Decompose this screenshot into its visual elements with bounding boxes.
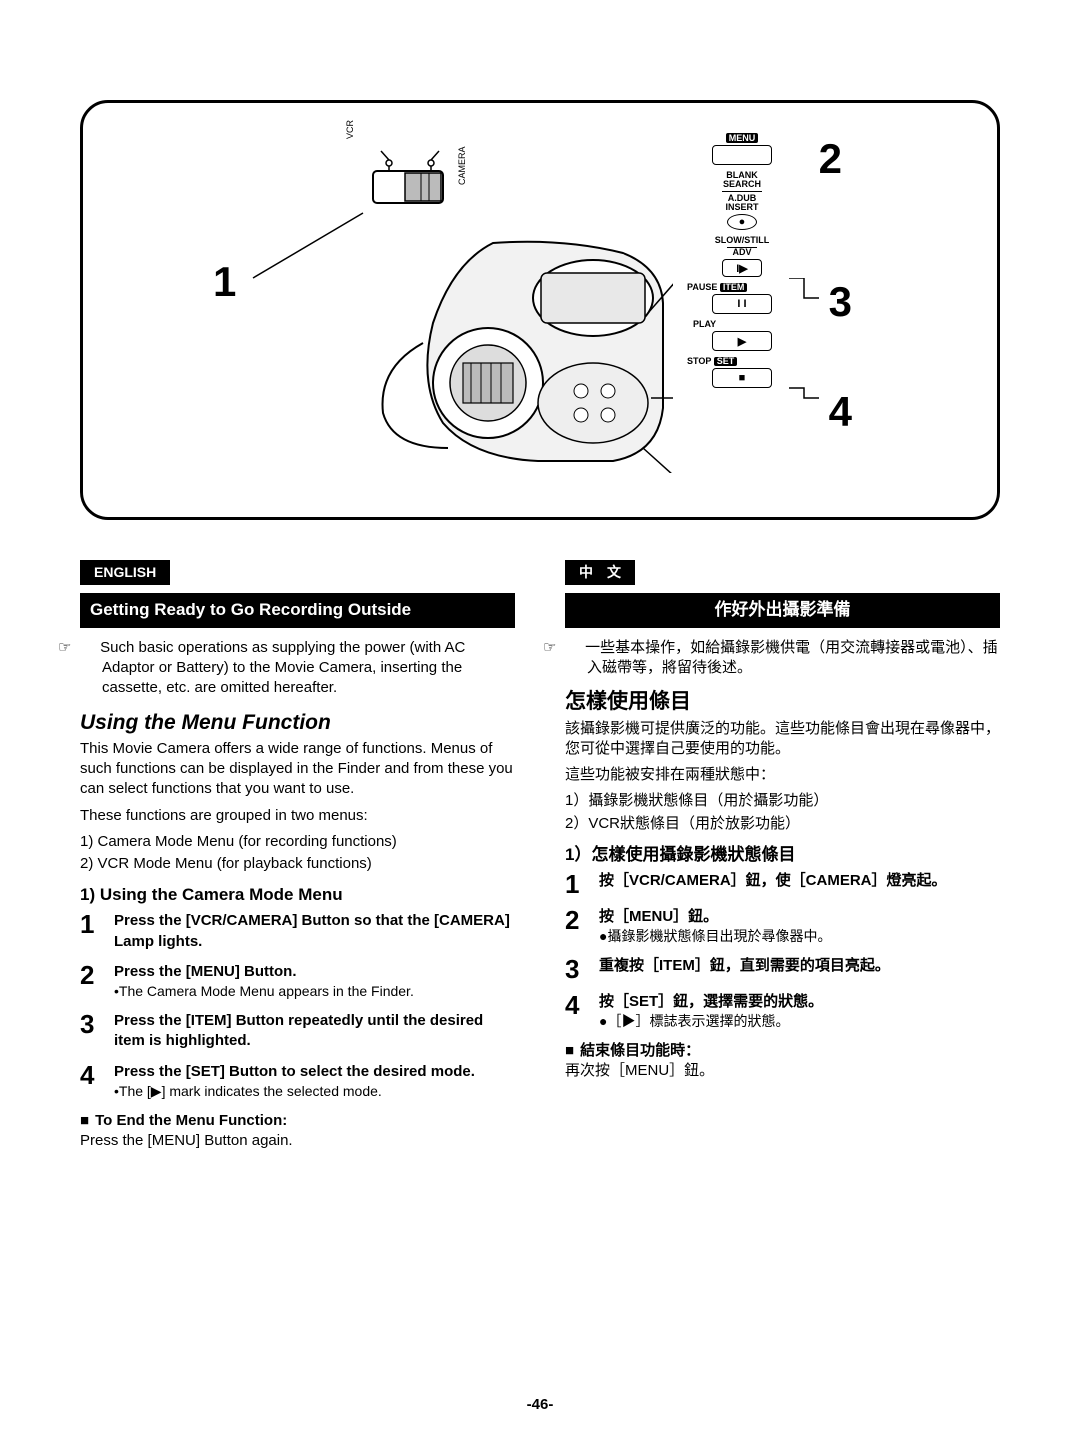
item-badge: ITEM	[720, 283, 748, 292]
english-menu-modes: 1) Camera Mode Menu (for recording funct…	[80, 832, 515, 875]
step-number: 4	[565, 992, 599, 1031]
english-column: ENGLISH Getting Ready to Go Recording Ou…	[80, 560, 515, 1151]
step-number: 4	[80, 1062, 114, 1101]
chinese-intro: ☞ 一些基本操作，如給攝錄影機供電（用交流轉接器或電池）、插入磁帶等，將留待後述…	[565, 638, 1000, 679]
play-glyph-icon: ▶	[738, 335, 746, 348]
chinese-step3-text: 重複按［ITEM］鈕，直到需要的項目亮起。	[599, 956, 1000, 976]
chinese-end-head-text: 結束條目功能時：	[580, 1042, 700, 1059]
chinese-using-menu-p2: 這些功能被安排在兩種狀態中：	[565, 765, 1000, 785]
chinese-step-4: 4 按［SET］鈕，選擇需要的狀態。 ●［▶］標誌表示選擇的狀態。	[565, 992, 1000, 1031]
switch-vcr-label: VCR	[345, 120, 355, 139]
menu-button	[712, 145, 772, 165]
chinese-lang-label: 中 文	[565, 560, 635, 585]
chinese-using-menu-head: 怎樣使用條目	[565, 688, 1000, 716]
figure-frame: 1 2 3 4 VCR CAMERA	[80, 100, 1000, 520]
chinese-sub1: 1）怎樣使用攝錄影機狀態條目	[565, 844, 1000, 867]
english-step4-text: Press the [SET] Button to select the des…	[114, 1062, 515, 1082]
english-end-head-text: To End the Menu Function:	[95, 1112, 287, 1129]
stop-glyph-icon: ■	[739, 372, 746, 384]
chinese-step-2: 2 按［MENU］鈕。 ●攝錄影機狀態條目出現於尋像器中。	[565, 907, 1000, 946]
chinese-step2-text: 按［MENU］鈕。	[599, 907, 1000, 927]
english-step1-text: Press the [VCR/CAMERA] Button so that th…	[114, 911, 515, 952]
stop-button: ■	[712, 368, 772, 388]
pause-button: I I	[712, 294, 772, 314]
english-using-menu-p2: These functions are grouped in two menus…	[80, 806, 515, 826]
english-step-4: 4 Press the [SET] Button to select the d…	[80, 1062, 515, 1101]
english-mode-1: 1) Camera Mode Menu (for recording funct…	[80, 832, 515, 852]
english-using-menu-p1: This Movie Camera offers a wide range of…	[80, 739, 515, 800]
chinese-step1-text: 按［VCR/CAMERA］鈕，使［CAMERA］燈亮起。	[599, 871, 1000, 891]
english-step2-sub: •The Camera Mode Menu appears in the Fin…	[114, 982, 515, 1001]
step-number: 1	[565, 871, 599, 897]
chinese-end-body: 再次按［MENU］鈕。	[565, 1061, 1000, 1081]
switch-camera-label: CAMERA	[457, 146, 467, 185]
chinese-step-3: 3 重複按［ITEM］鈕，直到需要的項目亮起。	[565, 956, 1000, 982]
english-lang-label: ENGLISH	[80, 560, 170, 585]
button-panel: MENU BLANK SEARCH A.DUB INSERT ● SLOW/ST…	[687, 133, 797, 392]
menu-badge: MENU	[726, 133, 759, 143]
chinese-menu-modes: 1）攝錄影機狀態條目（用於攝影功能） 2）VCR狀態條目（用於放影功能）	[565, 791, 1000, 834]
pause-label: PAUSE	[687, 282, 717, 292]
square-bullet-icon: ■	[80, 1112, 89, 1129]
english-sub1: 1) Using the Camera Mode Menu	[80, 884, 515, 907]
chinese-column: 中 文 作好外出攝影準備 ☞ 一些基本操作，如給攝錄影機供電（用交流轉接器或電池…	[565, 560, 1000, 1151]
chinese-banner: 作好外出攝影準備	[565, 593, 1000, 628]
english-using-menu-head: Using the Menu Function	[80, 709, 515, 737]
step-number: 3	[80, 1011, 114, 1052]
chinese-step-1: 1 按［VCR/CAMERA］鈕，使［CAMERA］燈亮起。	[565, 871, 1000, 897]
adv-glyph-icon: I▶	[736, 262, 748, 275]
callout-line-1	[243, 203, 373, 283]
chinese-mode-1: 1）攝錄影機狀態條目（用於攝影功能）	[565, 791, 1000, 811]
pause-glyph-icon: I I	[737, 298, 746, 310]
pointer-icon: ☞	[565, 638, 581, 658]
chinese-using-menu-p1: 該攝錄影機可提供廣泛的功能。這些功能條目會出現在尋像器中，您可從中選擇自己要使用…	[565, 719, 1000, 760]
text-columns: ENGLISH Getting Ready to Go Recording Ou…	[80, 560, 1000, 1151]
callout-4: 4	[829, 388, 852, 436]
callout-3: 3	[829, 278, 852, 326]
adv-label: ADV	[732, 247, 751, 257]
slow-still-label: SLOW/STILL	[687, 236, 797, 245]
camera-illustration	[363, 213, 673, 473]
step-number: 2	[80, 962, 114, 1001]
chinese-end-head: ■ 結束條目功能時：	[565, 1041, 1000, 1061]
chinese-mode-2: 2）VCR狀態條目（用於放影功能）	[565, 814, 1000, 834]
english-step2-text: Press the [MENU] Button.	[114, 962, 515, 982]
blank-search-label: BLANK SEARCH	[687, 171, 797, 189]
english-step3-text: Press the [ITEM] Button repeatedly until…	[114, 1011, 515, 1052]
set-badge: SET	[714, 357, 738, 366]
english-intro: ☞ Such basic operations as supplying the…	[80, 638, 515, 699]
english-end-head: ■ To End the Menu Function:	[80, 1111, 515, 1131]
english-mode-2: 2) VCR Mode Menu (for playback functions…	[80, 854, 515, 874]
english-step-3: 3 Press the [ITEM] Button repeatedly unt…	[80, 1011, 515, 1052]
square-bullet-icon: ■	[565, 1042, 574, 1059]
play-button: ▶	[712, 331, 772, 351]
chinese-step4-text: 按［SET］鈕，選擇需要的狀態。	[599, 992, 1000, 1012]
adub-insert-label: A.DUB INSERT	[687, 194, 797, 212]
english-step4-sub: •The [▶] mark indicates the selected mod…	[114, 1082, 515, 1101]
pointer-icon: ☞	[80, 638, 96, 658]
english-end-body: Press the [MENU] Button again.	[80, 1131, 515, 1151]
adv-button: I▶	[722, 259, 762, 277]
callout-brackets	[789, 278, 829, 408]
step-number: 3	[565, 956, 599, 982]
play-label: PLAY	[687, 320, 797, 329]
english-intro-text: Such basic operations as supplying the p…	[100, 639, 465, 697]
callout-1: 1	[213, 258, 236, 306]
english-step-2: 2 Press the [MENU] Button. •The Camera M…	[80, 962, 515, 1001]
english-step-1: 1 Press the [VCR/CAMERA] Button so that …	[80, 911, 515, 952]
page-number: -46-	[527, 1396, 554, 1413]
chinese-step2-sub: ●攝錄影機狀態條目出現於尋像器中。	[599, 927, 1000, 946]
step-number: 1	[80, 911, 114, 952]
chinese-intro-text: 一些基本操作，如給攝錄影機供電（用交流轉接器或電池）、插入磁帶等，將留待後述。	[585, 639, 998, 676]
english-banner: Getting Ready to Go Recording Outside	[80, 593, 515, 628]
step-number: 2	[565, 907, 599, 946]
callout-2: 2	[819, 135, 842, 183]
chinese-step4-sub: ●［▶］標誌表示選擇的狀態。	[599, 1012, 1000, 1031]
stop-label: STOP	[687, 356, 711, 366]
adub-button: ●	[727, 214, 757, 230]
